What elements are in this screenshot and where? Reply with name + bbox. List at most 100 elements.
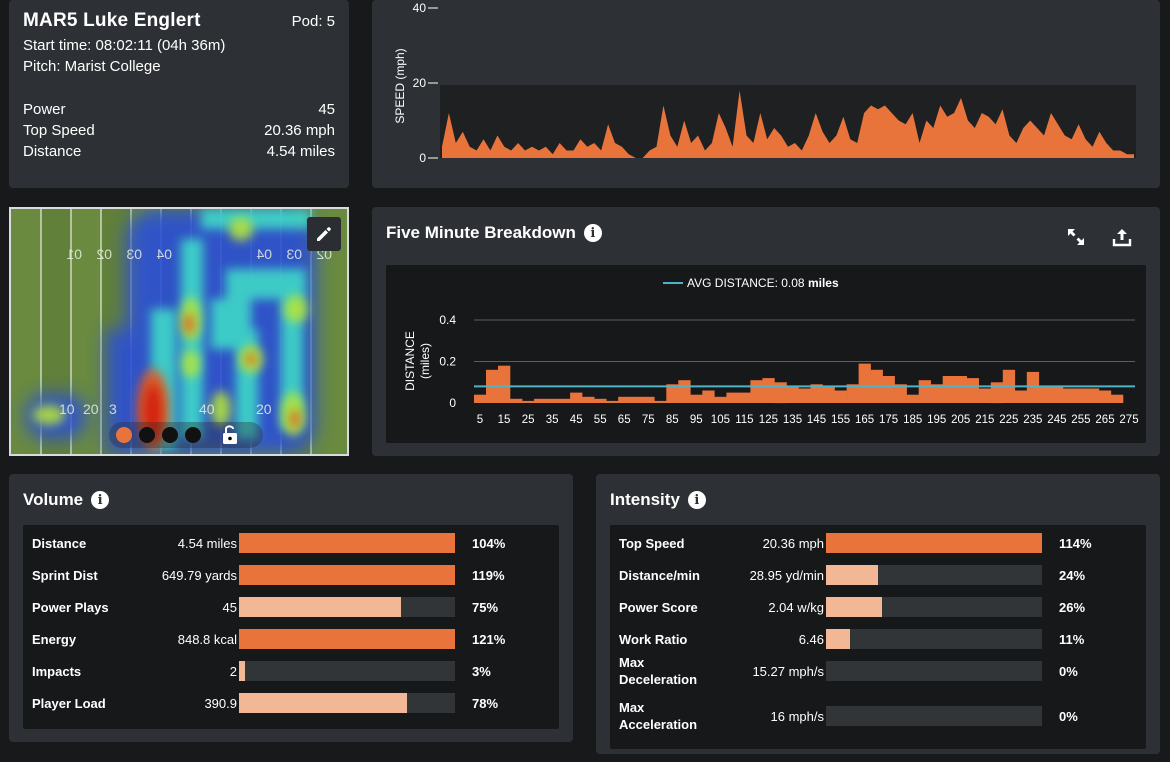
distance-bar[interactable]: [786, 386, 799, 403]
distance-bar[interactable]: [1014, 390, 1028, 404]
metric-row: Distance/min 28.95 yd/min 24%: [610, 559, 1146, 591]
metric-percent: 75%: [472, 599, 499, 615]
distance-bar[interactable]: [774, 382, 787, 404]
metric-bar-fill: [239, 661, 246, 681]
five-x-tick-label: 15: [498, 414, 511, 426]
distance-bar[interactable]: [714, 396, 727, 403]
distance-bar[interactable]: [474, 394, 487, 403]
distance-bar[interactable]: [534, 398, 547, 403]
distance-bar[interactable]: [1038, 386, 1052, 403]
distance-bar[interactable]: [1050, 386, 1064, 403]
distance-bar[interactable]: [990, 382, 1004, 404]
metric-label-max-deceleration: Max Deceleration: [619, 655, 698, 687]
distance-bar[interactable]: [930, 384, 943, 403]
five-minute-card: Five Minute Breakdown i AVG DISTANCE: 0.…: [372, 207, 1160, 456]
distance-bar[interactable]: [882, 376, 895, 403]
info-icon[interactable]: i: [583, 224, 602, 242]
distance-bar[interactable]: [1098, 390, 1112, 404]
distance-bar[interactable]: [666, 384, 679, 403]
export-icon[interactable]: [1112, 227, 1132, 247]
distance-bar[interactable]: [918, 380, 931, 403]
metric-percent: 0%: [1059, 663, 1078, 679]
five-x-tick-label: 225: [999, 414, 1018, 426]
distance-bar[interactable]: [570, 392, 583, 403]
distance-bar[interactable]: [606, 400, 619, 403]
distance-bar[interactable]: [966, 378, 979, 403]
distance-bar[interactable]: [762, 378, 775, 403]
distance-bar[interactable]: [1026, 371, 1040, 403]
five-x-tick-label: 125: [759, 414, 778, 426]
distance-bar[interactable]: [630, 396, 643, 403]
dot-black[interactable]: [185, 427, 201, 443]
speed-tick-label: 20: [413, 76, 427, 90]
distance-bar[interactable]: [546, 398, 559, 403]
distance-bar[interactable]: [750, 380, 763, 403]
player-header: MAR5 Luke Englert Pod: 5: [23, 10, 335, 32]
distance-bar[interactable]: [582, 396, 595, 403]
distance-bar[interactable]: [894, 384, 907, 403]
metric-value: 6.46: [798, 631, 824, 647]
metric-row: Power Score 2.04 w/kg 26%: [610, 591, 1146, 623]
metric-value: 2.04 w/kg: [768, 599, 824, 615]
metric-value: 390.9: [204, 695, 237, 711]
distance-bar[interactable]: [1062, 388, 1076, 404]
distance-bar[interactable]: [690, 394, 703, 403]
distance-bar[interactable]: [822, 386, 835, 403]
svg-text:03: 03: [126, 246, 142, 262]
distance-bar[interactable]: [1074, 388, 1088, 404]
expand-icon[interactable]: [1066, 227, 1086, 247]
distance-bar[interactable]: [678, 380, 691, 403]
dot-row: [116, 425, 237, 444]
svg-text:03: 03: [286, 246, 302, 262]
dot-orange[interactable]: [116, 427, 132, 443]
distance-bar[interactable]: [858, 363, 871, 403]
svg-text:04: 04: [156, 246, 172, 262]
heatmap-edit-button[interactable]: [307, 217, 341, 251]
stat-label: Power: [23, 101, 66, 118]
metric-bar-track: [239, 533, 455, 553]
five-x-tick-label: 105: [711, 414, 730, 426]
distance-bar[interactable]: [702, 390, 715, 404]
metric-bar-track: [239, 629, 455, 649]
intensity-title-row: Intensity i: [610, 490, 706, 510]
distance-bar[interactable]: [1111, 394, 1124, 403]
speed-y-label: SPEED (mph): [393, 48, 407, 123]
five-x-tick-label: 175: [879, 414, 898, 426]
distance-bar[interactable]: [834, 390, 847, 404]
metric-bar-track: [826, 597, 1042, 617]
distance-bar[interactable]: [846, 384, 859, 403]
distance-bar[interactable]: [726, 392, 739, 403]
volume-metrics: Distance 4.54 miles 104% Sprint Dist 649.79 …: [23, 525, 559, 729]
five-x-tick-label: 215: [975, 414, 994, 426]
dot-black[interactable]: [162, 427, 178, 443]
distance-bar[interactable]: [810, 384, 823, 403]
five-x-tick-label: 275: [1119, 414, 1138, 426]
distance-bar[interactable]: [798, 388, 811, 404]
distance-bar[interactable]: [618, 396, 631, 403]
distance-bar[interactable]: [510, 398, 523, 403]
distance-bar[interactable]: [558, 398, 571, 403]
distance-bar[interactable]: [978, 388, 992, 404]
distance-bar[interactable]: [594, 398, 607, 403]
distance-bar[interactable]: [642, 396, 655, 403]
metric-percent: 24%: [1059, 567, 1086, 583]
info-icon[interactable]: i: [91, 491, 110, 509]
heatmap-panel[interactable]: 01 02 03 04 04 03 02 10 20 3 40 20: [9, 207, 349, 456]
distance-bar[interactable]: [498, 365, 511, 403]
info-icon[interactable]: i: [687, 491, 706, 509]
distance-bar[interactable]: [954, 376, 967, 403]
distance-bar[interactable]: [942, 376, 955, 403]
distance-bar[interactable]: [738, 392, 751, 403]
distance-bar[interactable]: [522, 400, 535, 403]
dot-black[interactable]: [139, 427, 155, 443]
distance-bar[interactable]: [1086, 388, 1100, 404]
metric-row: Top Speed 20.36 mph 114%: [610, 527, 1146, 559]
metric-value: 28.95 yd/min: [749, 567, 824, 583]
metric-percent: 0%: [1059, 708, 1078, 724]
distance-bar[interactable]: [654, 400, 667, 403]
unlock-icon[interactable]: [223, 425, 237, 444]
metric-label-energy: Energy: [32, 631, 77, 647]
five-y-tick-label: 0.4: [439, 313, 456, 327]
svg-text:40: 40: [199, 401, 215, 417]
distance-bar[interactable]: [906, 394, 919, 403]
